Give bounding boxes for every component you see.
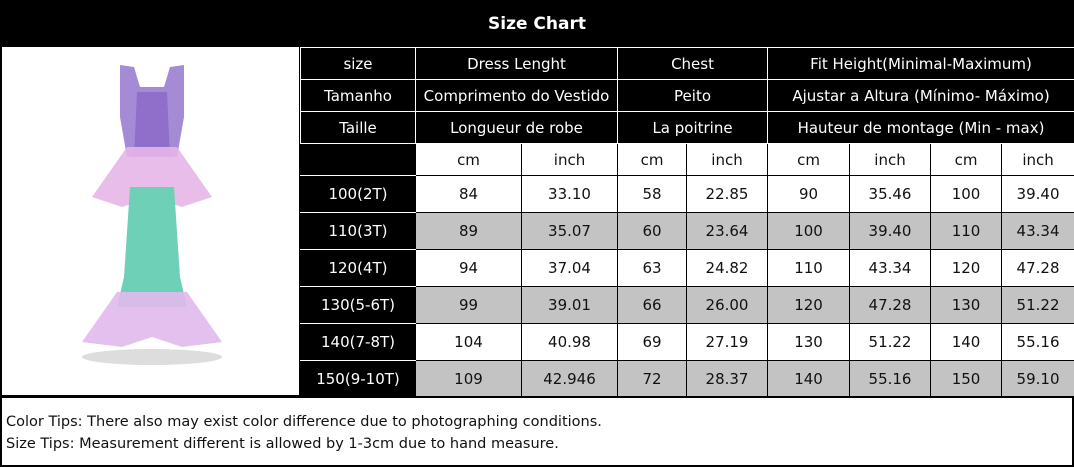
table-row: 120(4T) 94 37.04 63 24.82 110 43.34 120 47.28 <box>300 249 1074 287</box>
size-cell: 130(5-6T) <box>300 286 416 324</box>
header-row: Taille Longueur de robe La poitrine Hauteur… <box>300 111 1074 144</box>
value-cell: 63 <box>617 249 688 287</box>
value-cell: 37.04 <box>520 249 619 287</box>
unit-cell: inch <box>520 143 619 176</box>
value-cell: 72 <box>617 360 688 398</box>
unit-cell <box>300 143 416 176</box>
footer-notes: Color Tips: There also may exist color d… <box>0 396 1074 467</box>
header-cell: Tamanho <box>300 79 416 112</box>
value-cell: 130 <box>767 323 851 361</box>
size-cell: 110(3T) <box>300 212 416 250</box>
value-cell: 39.40 <box>1001 175 1074 213</box>
value-cell: 27.19 <box>686 323 769 361</box>
value-cell: 47.28 <box>849 286 932 324</box>
value-cell: 58 <box>617 175 688 213</box>
value-cell: 35.07 <box>520 212 619 250</box>
value-cell: 35.46 <box>849 175 932 213</box>
value-cell: 140 <box>767 360 851 398</box>
value-cell: 59.10 <box>1001 360 1074 398</box>
size-table: size Dress Lenght Chest Fit Height(Minimal-… <box>300 47 1074 398</box>
unit-cell: cm <box>930 143 1003 176</box>
size-tip: Size Tips: Measurement different is allo… <box>6 436 559 452</box>
unit-cell: inch <box>686 143 769 176</box>
size-cell: 140(7-8T) <box>300 323 416 361</box>
value-cell: 120 <box>767 286 851 324</box>
value-cell: 42.946 <box>520 360 619 398</box>
value-cell: 69 <box>617 323 688 361</box>
table-row: 100(2T) 84 33.10 58 22.85 90 35.46 100 39.40 <box>300 175 1074 213</box>
page-title: Size Chart <box>0 0 1074 47</box>
value-cell: 109 <box>415 360 522 398</box>
value-cell: 140 <box>930 323 1003 361</box>
value-cell: 100 <box>767 212 851 250</box>
value-cell: 89 <box>415 212 522 250</box>
value-cell: 28.37 <box>686 360 769 398</box>
value-cell: 94 <box>415 249 522 287</box>
value-cell: 55.16 <box>849 360 932 398</box>
header-cell: Comprimento do Vestido <box>414 79 619 112</box>
value-cell: 43.34 <box>1001 212 1074 250</box>
product-image <box>0 47 301 397</box>
value-cell: 130 <box>930 286 1003 324</box>
table-row: 140(7-8T) 104 40.98 69 27.19 130 51.22 140 55.16 <box>300 323 1074 361</box>
value-cell: 43.34 <box>849 249 932 287</box>
value-cell: 26.00 <box>686 286 769 324</box>
value-cell: 22.85 <box>686 175 769 213</box>
header-cell: Chest <box>617 47 769 80</box>
value-cell: 33.10 <box>520 175 619 213</box>
header-cell: Fit Height(Minimal-Maximum) <box>767 47 1074 80</box>
value-cell: 39.01 <box>520 286 619 324</box>
value-cell: 99 <box>415 286 522 324</box>
header-cell: La poitrine <box>617 111 769 144</box>
size-cell: 120(4T) <box>300 249 416 287</box>
value-cell: 150 <box>930 360 1003 398</box>
units-row: cm inch cm inch cm inch cm inch <box>300 143 1074 176</box>
value-cell: 104 <box>415 323 522 361</box>
header-cell: Longueur de robe <box>414 111 619 144</box>
value-cell: 51.22 <box>849 323 932 361</box>
unit-cell: cm <box>415 143 522 176</box>
header-cell: size <box>300 47 416 80</box>
unit-cell: cm <box>617 143 688 176</box>
value-cell: 60 <box>617 212 688 250</box>
table-row: 150(9-10T) 109 42.946 72 28.37 140 55.16 150 59.… <box>300 360 1074 398</box>
header-row: Tamanho Comprimento do Vestido Peito Ajusta… <box>300 79 1074 112</box>
value-cell: 84 <box>415 175 522 213</box>
value-cell: 100 <box>930 175 1003 213</box>
value-cell: 39.40 <box>849 212 932 250</box>
value-cell: 47.28 <box>1001 249 1074 287</box>
header-cell: Peito <box>617 79 769 112</box>
value-cell: 24.82 <box>686 249 769 287</box>
table-row: 110(3T) 89 35.07 60 23.64 100 39.40 110 43.34 <box>300 212 1074 250</box>
value-cell: 55.16 <box>1001 323 1074 361</box>
value-cell: 40.98 <box>520 323 619 361</box>
value-cell: 120 <box>930 249 1003 287</box>
header-cell: Ajustar a Altura (Mínimo- Máximo) <box>767 79 1074 112</box>
unit-cell: cm <box>767 143 851 176</box>
value-cell: 51.22 <box>1001 286 1074 324</box>
header-cell: Dress Lenght <box>414 47 619 80</box>
size-cell: 150(9-10T) <box>300 360 416 398</box>
unit-cell: inch <box>1001 143 1074 176</box>
header-cell: Hauteur de montage (Min - max) <box>767 111 1074 144</box>
header-cell: Taille <box>300 111 416 144</box>
value-cell: 23.64 <box>686 212 769 250</box>
header-row: size Dress Lenght Chest Fit Height(Minimal-… <box>300 47 1074 80</box>
value-cell: 110 <box>930 212 1003 250</box>
table-row: 130(5-6T) 99 39.01 66 26.00 120 47.28 130 51.22 <box>300 286 1074 324</box>
value-cell: 66 <box>617 286 688 324</box>
value-cell: 110 <box>767 249 851 287</box>
value-cell: 90 <box>767 175 851 213</box>
size-cell: 100(2T) <box>300 175 416 213</box>
unit-cell: inch <box>849 143 932 176</box>
color-tip: Color Tips: There also may exist color d… <box>6 414 602 430</box>
